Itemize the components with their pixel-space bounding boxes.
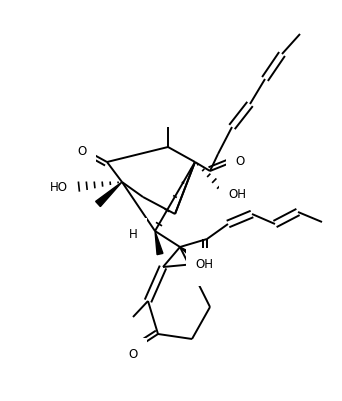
Polygon shape <box>96 182 122 207</box>
Text: OH: OH <box>195 258 213 271</box>
Text: H: H <box>129 228 138 241</box>
Text: HO: HO <box>50 181 68 194</box>
Polygon shape <box>155 231 163 255</box>
Text: OH: OH <box>228 188 246 201</box>
Text: O: O <box>235 155 244 168</box>
Polygon shape <box>180 247 202 264</box>
Text: O: O <box>202 264 212 277</box>
Text: O: O <box>78 145 87 158</box>
Text: O: O <box>129 347 138 360</box>
